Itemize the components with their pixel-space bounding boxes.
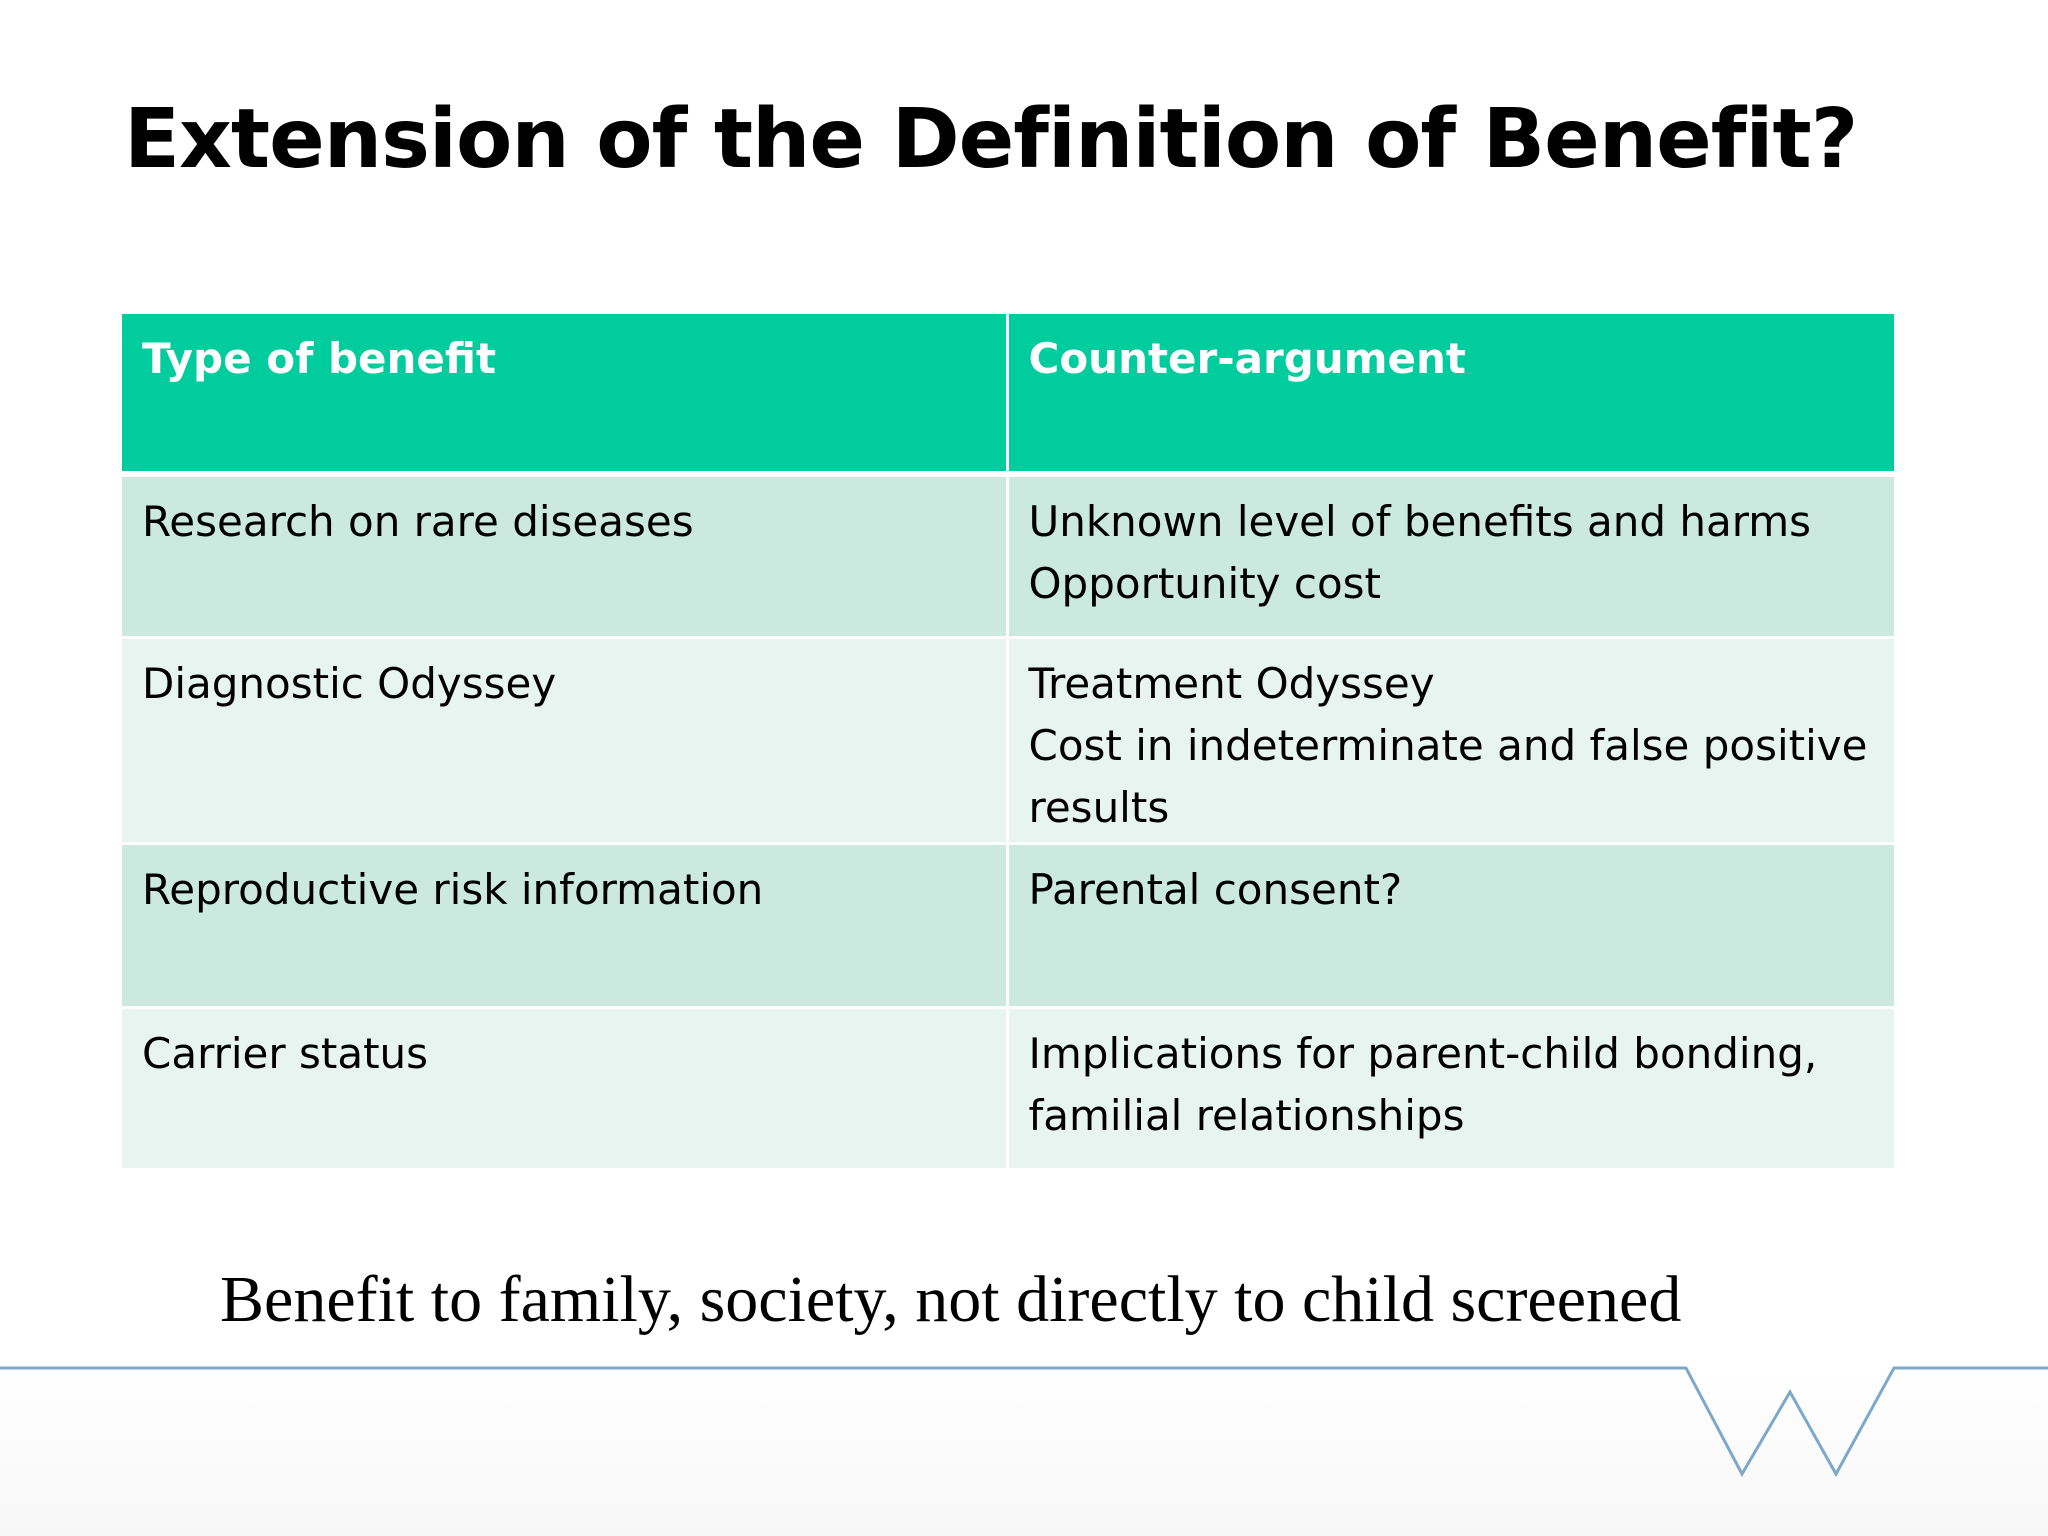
benefit-type-cell: Diagnostic Odyssey <box>142 658 557 708</box>
w-logo-line-icon <box>0 1366 2048 1536</box>
counter-argument-line: Cost in indeterminate and false positive… <box>1028 720 1868 832</box>
benefit-type-cell: Reproductive risk information <box>142 864 764 914</box>
column-header-type: Type of benefit <box>122 314 1007 477</box>
counter-argument-line: Implications for parent-child bonding, f… <box>1028 1028 1818 1140</box>
slide-footnote: Benefit to family, society, not directly… <box>220 1263 1682 1336</box>
footer-line <box>0 1366 2048 1478</box>
table-header-row: Type of benefit Counter-argument <box>122 314 1894 477</box>
benefit-table: Type of benefit Counter-argument Researc… <box>122 314 1894 1171</box>
table-row: Carrier status Implications for parent-c… <box>122 1007 1894 1169</box>
table-row: Reproductive risk information Parental c… <box>122 843 1894 1007</box>
table-row: Research on rare diseases Unknown level … <box>122 474 1894 637</box>
counter-argument-cell: Treatment Odyssey Cost in indeterminate … <box>1005 637 1894 843</box>
counter-argument-line: Treatment Odyssey <box>1028 658 1435 708</box>
benefit-type-cell: Research on rare diseases <box>142 497 694 546</box>
table-row: Diagnostic Odyssey Treatment Odyssey Cos… <box>122 637 1894 843</box>
counter-argument-cell: Unknown level of benefits and harms Oppo… <box>1005 474 1894 637</box>
counter-argument-cell: Parental consent? <box>1005 843 1894 1007</box>
counter-argument-line: Opportunity cost <box>1028 559 1382 608</box>
counter-argument-cell: Implications for parent-child bonding, f… <box>1005 1007 1894 1169</box>
counter-argument-line: Parental consent? <box>1028 864 1403 914</box>
column-header-counter: Counter-argument <box>1005 314 1894 477</box>
footer-band <box>0 1368 2048 1536</box>
counter-argument-line: Unknown level of benefits and harms <box>1028 497 1812 546</box>
benefit-type-cell: Carrier status <box>142 1028 429 1078</box>
slide-title: Extension of the Definition of Benefit? <box>124 92 1858 187</box>
